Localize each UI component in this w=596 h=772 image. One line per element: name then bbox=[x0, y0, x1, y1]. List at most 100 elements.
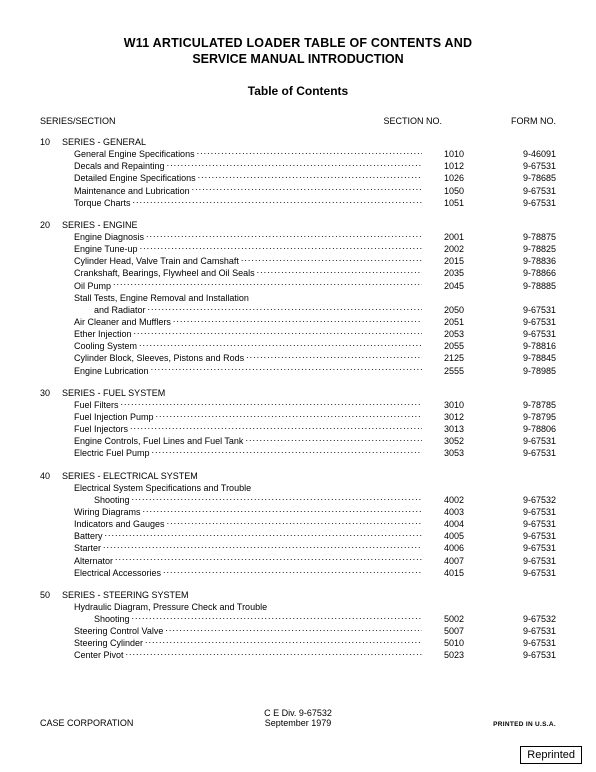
series-block: 20SERIES - ENGINEEngine Diagnosis20019-7… bbox=[40, 219, 556, 377]
leader-dots bbox=[115, 555, 422, 564]
entry-row: Engine Lubrication25559-78985 bbox=[40, 365, 556, 377]
title-line-1: W11 ARTICULATED LOADER TABLE OF CONTENTS… bbox=[40, 36, 556, 50]
section-no: 3052 bbox=[424, 435, 472, 447]
form-no: 9-78866 bbox=[472, 267, 556, 279]
form-no: 9-67531 bbox=[472, 316, 556, 328]
footer-left: CASE CORPORATION bbox=[40, 718, 133, 728]
leader-dots bbox=[246, 352, 422, 361]
entry-row: Wiring Diagrams40039-67531 bbox=[40, 506, 556, 518]
series-header-row: 30SERIES - FUEL SYSTEM bbox=[40, 387, 556, 399]
section-no: 4005 bbox=[424, 530, 472, 542]
series-header-row: 20SERIES - ENGINE bbox=[40, 219, 556, 231]
leader-dots bbox=[167, 518, 422, 527]
section-no: 5007 bbox=[424, 625, 472, 637]
entry-wrap-bottom: and Radiator20509-67531 bbox=[40, 304, 556, 316]
leader-dots bbox=[132, 613, 422, 622]
form-no: 9-67531 bbox=[472, 530, 556, 542]
footer: CASE CORPORATION C E Div. 9-67532 Septem… bbox=[40, 718, 556, 728]
entry-label: Electrical Accessories bbox=[74, 567, 161, 579]
entry-row: General Engine Specifications10109-46091 bbox=[40, 148, 556, 160]
entry-label: Steering Cylinder bbox=[74, 637, 143, 649]
leader-dots bbox=[121, 399, 422, 408]
leader-dots bbox=[133, 197, 422, 206]
page: W11 ARTICULATED LOADER TABLE OF CONTENTS… bbox=[0, 0, 596, 772]
form-no: 9-78845 bbox=[472, 352, 556, 364]
section-no: 2125 bbox=[424, 352, 472, 364]
section-no: 2002 bbox=[424, 243, 472, 255]
section-no: 5023 bbox=[424, 649, 472, 661]
entry-label: Alternator bbox=[74, 555, 113, 567]
entry-row: Engine Controls, Fuel Lines and Fuel Tan… bbox=[40, 435, 556, 447]
entry-row: Center Pivot50239-67531 bbox=[40, 649, 556, 661]
entry-wrap-bottom: Shooting40029-67532 bbox=[40, 494, 556, 506]
section-no: 2035 bbox=[424, 267, 472, 279]
entry-row: Cylinder Head, Valve Train and Camshaft2… bbox=[40, 255, 556, 267]
section-no: 2045 bbox=[424, 280, 472, 292]
section-no: 4007 bbox=[424, 555, 472, 567]
leader-dots bbox=[113, 280, 422, 289]
title-line-2: SERVICE MANUAL INTRODUCTION bbox=[40, 52, 556, 66]
form-no: 9-67531 bbox=[472, 447, 556, 459]
leader-dots bbox=[139, 340, 422, 349]
leader-dots bbox=[143, 506, 422, 515]
entry-label: Electric Fuel Pump bbox=[74, 447, 150, 459]
section-no: 1010 bbox=[424, 148, 472, 160]
form-no: 9-78836 bbox=[472, 255, 556, 267]
entry-row: Starter40069-67531 bbox=[40, 542, 556, 554]
entry-label: and Radiator bbox=[94, 304, 146, 316]
entry-row: Ether Injection20539-67531 bbox=[40, 328, 556, 340]
form-no: 9-78825 bbox=[472, 243, 556, 255]
form-no: 9-78816 bbox=[472, 340, 556, 352]
entry-wrap-bottom: Shooting50029-67532 bbox=[40, 613, 556, 625]
leader-dots bbox=[152, 447, 422, 456]
entry-row: Alternator40079-67531 bbox=[40, 555, 556, 567]
entry-row: Fuel Injection Pump30129-78795 bbox=[40, 411, 556, 423]
header-form-no: FORM NO. bbox=[442, 116, 556, 126]
entry-label: Cylinder Block, Sleeves, Pistons and Rod… bbox=[74, 352, 244, 364]
form-no: 9-67531 bbox=[472, 625, 556, 637]
entry-label: Engine Diagnosis bbox=[74, 231, 144, 243]
entry-label: Fuel Injectors bbox=[74, 423, 128, 435]
series-title: SERIES - FUEL SYSTEM bbox=[62, 387, 556, 399]
entry-label: Indicators and Gauges bbox=[74, 518, 165, 530]
leader-dots bbox=[173, 316, 422, 325]
series-block: 30SERIES - FUEL SYSTEMFuel Filters30109-… bbox=[40, 387, 556, 460]
section-no: 4006 bbox=[424, 542, 472, 554]
form-no: 9-67532 bbox=[472, 494, 556, 506]
form-no: 9-67531 bbox=[472, 637, 556, 649]
entry-wrap-top: Electrical System Specifications and Tro… bbox=[40, 482, 556, 494]
section-no: 3013 bbox=[424, 423, 472, 435]
toc-heading: Table of Contents bbox=[40, 84, 556, 98]
section-no: 5002 bbox=[424, 613, 472, 625]
section-no: 1012 bbox=[424, 160, 472, 172]
leader-dots bbox=[163, 567, 422, 576]
leader-dots bbox=[156, 411, 422, 420]
series-header-row: 10SERIES - GENERAL bbox=[40, 136, 556, 148]
form-no: 9-78875 bbox=[472, 231, 556, 243]
toc-body: 10SERIES - GENERALGeneral Engine Specifi… bbox=[40, 136, 556, 662]
section-no: 2053 bbox=[424, 328, 472, 340]
entry-label: Air Cleaner and Mufflers bbox=[74, 316, 171, 328]
entry-row: Cylinder Block, Sleeves, Pistons and Rod… bbox=[40, 352, 556, 364]
entry-row: Decals and Repainting10129-67531 bbox=[40, 160, 556, 172]
series-title: SERIES - ENGINE bbox=[62, 219, 556, 231]
section-no: 2055 bbox=[424, 340, 472, 352]
entry-label: Cylinder Head, Valve Train and Camshaft bbox=[74, 255, 239, 267]
header-series-section: SERIES/SECTION bbox=[40, 116, 320, 126]
form-no: 9-78785 bbox=[472, 399, 556, 411]
entry-row: Fuel Filters30109-78785 bbox=[40, 399, 556, 411]
footer-right: PRINTED IN U.S.A. bbox=[493, 721, 556, 728]
section-no: 2050 bbox=[424, 304, 472, 316]
entry-label: Ether Injection bbox=[74, 328, 132, 340]
section-no: 4002 bbox=[424, 494, 472, 506]
form-no: 9-67532 bbox=[472, 613, 556, 625]
leader-dots bbox=[140, 243, 422, 252]
footer-center: C E Div. 9-67532 September 1979 bbox=[264, 708, 332, 728]
entry-row: Engine Diagnosis20019-78875 bbox=[40, 231, 556, 243]
series-title: SERIES - GENERAL bbox=[62, 136, 556, 148]
entry-row: Battery40059-67531 bbox=[40, 530, 556, 542]
leader-dots bbox=[105, 530, 422, 539]
leader-dots bbox=[245, 435, 422, 444]
leader-dots bbox=[146, 231, 422, 240]
form-no: 9-67531 bbox=[472, 197, 556, 209]
